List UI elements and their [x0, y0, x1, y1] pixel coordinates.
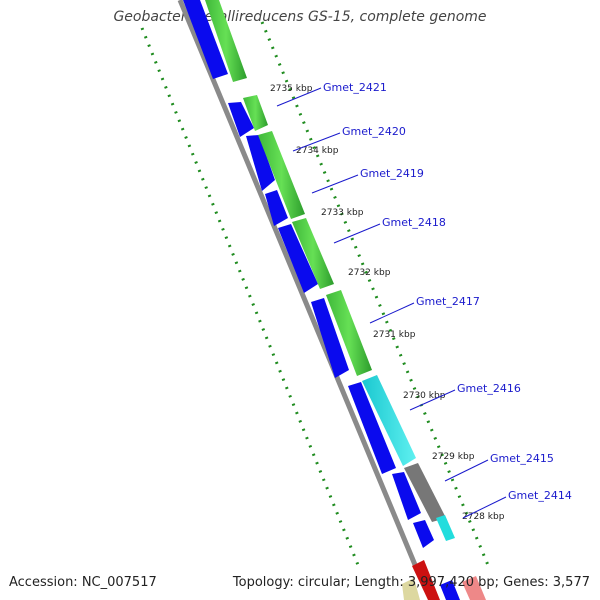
kbp-tick: 2735 kbp [270, 84, 313, 94]
outer-dotted-ring [140, 27, 360, 566]
gene-segment[interactable] [228, 102, 254, 137]
label-leader [276, 87, 322, 107]
label-leader [311, 174, 359, 194]
gene-label[interactable]: Gmet_2417 [416, 295, 480, 308]
kbp-tick: 2730 kbp [403, 391, 446, 401]
gene-segment[interactable] [278, 224, 318, 293]
gene-segment[interactable] [348, 382, 396, 474]
label-leader [444, 459, 489, 482]
kbp-tick: 2729 kbp [432, 452, 475, 462]
gene-label[interactable]: Gmet_2416 [457, 382, 521, 395]
gene-label[interactable]: Gmet_2420 [342, 125, 406, 138]
gene-segment[interactable] [258, 131, 305, 219]
gene-segment[interactable] [404, 463, 446, 522]
gene-segment[interactable] [292, 218, 334, 289]
gene-label[interactable]: Gmet_2414 [508, 489, 572, 502]
label-leader [462, 496, 507, 519]
label-leader [292, 132, 341, 152]
gene-segment[interactable] [326, 290, 372, 376]
gene-segment[interactable] [402, 578, 420, 600]
gene-label[interactable]: Gmet_2415 [490, 452, 554, 465]
gene-segment[interactable] [265, 190, 288, 226]
gene-segment[interactable] [246, 135, 275, 191]
gene-segment[interactable] [183, 0, 228, 79]
accession-text: Accession: NC_007517 [9, 575, 157, 590]
kbp-tick: 2731 kbp [373, 330, 416, 340]
label-leader [369, 302, 415, 324]
gene-segment[interactable] [362, 375, 416, 466]
gene-label[interactable]: Gmet_2419 [360, 167, 424, 180]
kbp-tick: 2734 kbp [296, 146, 339, 156]
label-leader [333, 223, 381, 244]
gene-segment[interactable] [392, 472, 421, 520]
kbp-tick: 2733 kbp [321, 208, 364, 218]
kbp-tick: 2732 kbp [348, 268, 391, 278]
gene-segment[interactable] [205, 0, 247, 82]
genome-backbone [177, 0, 421, 573]
gene-segment[interactable] [413, 520, 434, 548]
gene-segment[interactable] [440, 580, 460, 600]
gene-label[interactable]: Gmet_2418 [382, 216, 446, 229]
gene-segment[interactable] [436, 515, 455, 541]
gene-label[interactable]: Gmet_2421 [323, 81, 387, 94]
kbp-tick: 2728 kbp [462, 512, 505, 522]
gene-segment[interactable] [311, 298, 349, 378]
gene-segment[interactable] [462, 576, 486, 600]
label-leader [409, 389, 456, 411]
gene-segment[interactable] [412, 560, 440, 600]
gene-segment[interactable] [243, 95, 268, 131]
genome-summary-text: Topology: circular; Length: 3,997,420 bp… [232, 575, 590, 590]
